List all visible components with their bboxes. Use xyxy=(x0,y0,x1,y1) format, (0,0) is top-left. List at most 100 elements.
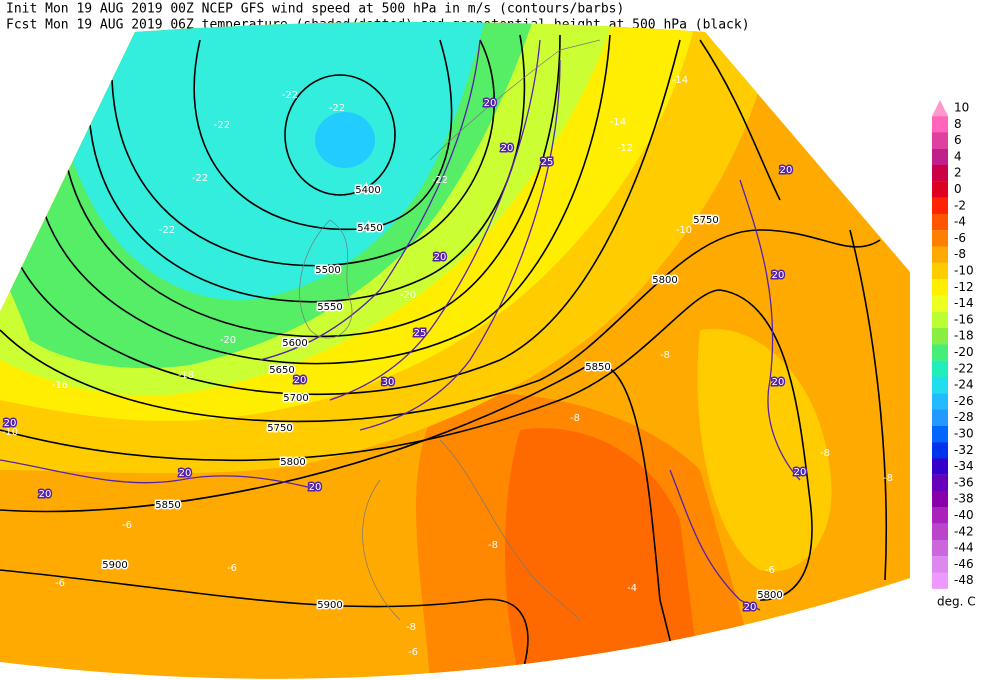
temperature-label: -8 xyxy=(406,622,416,633)
temperature-label: -6 xyxy=(122,520,132,531)
height-label: 5500 xyxy=(315,265,340,276)
temperature-label: -10 xyxy=(2,427,18,438)
temperature-label: -18 xyxy=(178,370,194,381)
wind-label: 20 xyxy=(179,468,192,479)
color-swatch xyxy=(932,344,948,361)
colorbar-label: 0 xyxy=(954,182,962,196)
wind-label: 25 xyxy=(414,328,427,339)
height-label: 5450 xyxy=(357,223,382,234)
color-swatch xyxy=(932,262,948,280)
colorbar-label: -8 xyxy=(954,247,966,261)
colorbar-label: -2 xyxy=(954,198,966,212)
color-swatch xyxy=(932,197,948,214)
colorbar-label: -14 xyxy=(954,296,974,310)
height-label: 5900 xyxy=(102,560,127,571)
colorbar-label: -44 xyxy=(954,541,974,555)
height-label: 5800 xyxy=(757,590,782,601)
color-swatch xyxy=(932,279,948,296)
height-label: 5750 xyxy=(267,423,292,434)
color-swatch xyxy=(932,328,948,345)
header-line: Init Mon 19 AUG 2019 00Z NCEP GFS wind s… xyxy=(6,2,624,17)
color-swatch xyxy=(932,311,948,329)
temperature-label: -6 xyxy=(765,565,775,576)
temperature-label: -12 xyxy=(617,143,633,154)
color-swatch xyxy=(932,230,948,247)
height-label: 5900 xyxy=(317,600,342,611)
color-swatch xyxy=(932,116,948,133)
colorbar-label: -32 xyxy=(954,443,974,457)
colorbar-label: -26 xyxy=(954,394,974,408)
colorbar-label: -4 xyxy=(954,215,966,229)
colorbar-label: -16 xyxy=(954,312,974,326)
color-swatch xyxy=(932,181,948,198)
wind-contours xyxy=(0,39,801,611)
color-swatch xyxy=(932,507,948,524)
color-swatch xyxy=(932,425,948,443)
colorbar-label: -28 xyxy=(954,410,974,424)
color-swatch xyxy=(932,539,948,557)
temperature-field xyxy=(0,22,490,301)
temperature-label: -20 xyxy=(400,290,416,301)
color-swatch xyxy=(932,442,948,459)
temperature-label: -22 xyxy=(192,173,208,184)
colorbar-label: -40 xyxy=(954,508,974,522)
wind-label: 20 xyxy=(794,467,807,478)
colorbar-unit: deg. C xyxy=(937,595,976,609)
colorbar-label: -34 xyxy=(954,459,974,473)
wind-label: 20 xyxy=(744,602,757,613)
height-label: 5400 xyxy=(355,185,380,196)
coastlines xyxy=(299,39,601,621)
color-swatch xyxy=(932,165,948,182)
color-swatch xyxy=(932,474,948,492)
temperature-label: -20 xyxy=(220,335,236,346)
colorbar-label: -10 xyxy=(954,264,974,278)
temperature-field xyxy=(505,428,700,679)
temperature-label: -8 xyxy=(883,473,893,484)
color-swatch xyxy=(932,458,948,475)
temperature-label: -16 xyxy=(52,380,68,391)
colorbar-label: 10 xyxy=(954,101,969,115)
height-label: 5850 xyxy=(155,500,180,511)
temperature-label: -14 xyxy=(672,75,688,86)
wind-label: 20 xyxy=(772,270,785,281)
temperature-label: -22 xyxy=(432,175,448,186)
map-area: 5400 5450 5500 5550 5600 5650 5700 5750 5800 5850… xyxy=(0,22,910,679)
color-swatch xyxy=(932,491,948,508)
colorbar-label: 2 xyxy=(954,166,962,180)
colorbar-label: 6 xyxy=(954,133,962,147)
temperature-label: -6 xyxy=(408,647,418,658)
temperature-label: -6 xyxy=(55,578,65,589)
colorbar-label: -48 xyxy=(954,573,974,587)
temperature-label: -4 xyxy=(627,583,637,594)
wind-label: 20 xyxy=(294,375,307,386)
wind-label: 25 xyxy=(541,157,554,168)
wind-label: 20 xyxy=(780,165,793,176)
temperature-label: -8 xyxy=(570,413,580,424)
wind-label: 20 xyxy=(4,418,17,429)
colorbar-label: -24 xyxy=(954,378,974,392)
height-contours xyxy=(0,34,888,679)
wind-label: 20 xyxy=(309,482,322,493)
wind-label: 20 xyxy=(434,252,447,263)
color-swatch xyxy=(932,360,948,377)
colorbar-label: -18 xyxy=(954,329,974,343)
colorbar-label: -36 xyxy=(954,475,974,489)
temperature-label: -8 xyxy=(820,448,830,459)
temperature-field xyxy=(697,328,832,572)
temperature-label: -22 xyxy=(214,120,230,131)
color-swatch xyxy=(932,393,948,410)
colorbar-label: -46 xyxy=(954,557,974,571)
temperature-label: -14 xyxy=(610,117,626,128)
temperature-field xyxy=(315,112,375,168)
wind-label: 20 xyxy=(39,489,52,500)
height-label: 5750 xyxy=(693,215,718,226)
color-swatch xyxy=(932,376,948,394)
colorbar-label: -22 xyxy=(954,361,974,375)
colorbar-label: 4 xyxy=(954,149,962,163)
height-label: 5600 xyxy=(282,338,307,349)
colorbar-label: 8 xyxy=(954,117,962,131)
color-swatch xyxy=(932,572,948,589)
color-swatch xyxy=(932,409,948,426)
colorbar-label: -20 xyxy=(954,345,974,359)
